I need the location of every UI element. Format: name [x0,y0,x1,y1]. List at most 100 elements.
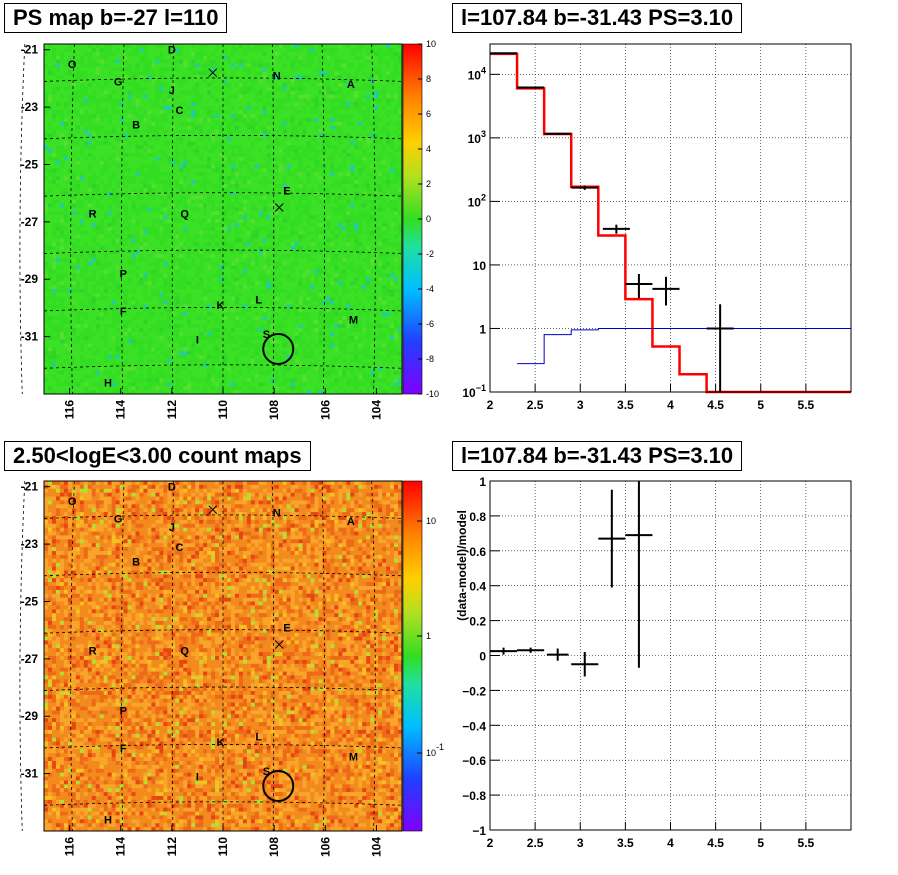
map-pixel [123,94,129,99]
map-pixel [159,102,164,107]
map-pixel [382,141,387,146]
map-pixel [334,254,339,259]
map-pixel [378,44,383,49]
map-pixel [131,125,136,131]
map-pixel [163,98,168,103]
map-pixel [219,219,224,224]
map-pixel [350,82,355,88]
map-pixel [306,230,312,236]
map-pixel [258,242,264,247]
map-pixel [306,199,312,204]
map-pixel [374,199,379,204]
map-pixel [215,71,220,76]
map-pixel [187,176,192,181]
map-pixel [326,149,331,154]
map-pixel [115,90,121,96]
map-pixel [310,172,315,177]
map-pixel [159,238,164,243]
map-pixel [135,129,140,134]
map-pixel [127,129,133,134]
map-pixel [191,110,196,115]
map-pixel [179,98,184,103]
map-pixel [67,172,73,177]
map-pixel [282,117,288,123]
map-pixel [119,250,125,255]
map-pixel [71,98,77,103]
map-pixel [87,195,93,201]
map-pixel [366,254,371,259]
map-pixel [159,110,164,115]
map-pixel [95,230,101,236]
map-pixel [187,59,192,64]
map-pixel [47,257,53,263]
map-pixel [386,180,391,185]
map-pixel [143,250,148,255]
map-pixel [254,86,260,92]
map-pixel [159,164,164,169]
map-pixel [238,222,244,228]
map-pixel [83,75,89,80]
map-pixel [215,242,220,247]
map-pixel [234,152,240,158]
map-pixel [87,47,93,53]
map-pixel [250,137,256,142]
map-pixel [366,207,371,212]
map-pixel [294,125,300,131]
map-pixel [278,121,284,127]
map-pixel [254,149,260,154]
map-pixel [195,184,200,189]
map-pixel [71,187,77,193]
map-pixel [270,222,276,228]
map-pixel [290,219,296,224]
map-pixel [67,257,73,263]
map-pixel [294,152,300,158]
map-pixel [103,114,109,119]
map-pixel [226,67,232,72]
map-pixel [147,172,152,177]
map-pixel [302,79,308,84]
map-pixel [151,160,156,166]
map-pixel [71,71,77,76]
map-pixel [386,242,391,247]
map-pixel [250,180,256,185]
map-pixel [63,121,69,127]
map-pixel [346,222,351,228]
map-pixel [282,211,288,216]
map-pixel [75,114,81,119]
map-pixel [318,44,323,49]
map-pixel [354,86,359,92]
map-pixel [179,149,184,154]
map-pixel [398,133,403,138]
map-pixel [382,168,387,173]
map-pixel [67,242,73,247]
map-pixel [226,226,232,232]
map-pixel [183,164,188,169]
map-pixel [119,219,125,224]
map-pixel [266,164,272,169]
map-pixel [187,203,192,208]
map-pixel [111,125,117,131]
map-pixel [219,47,224,53]
map-pixel [51,176,57,181]
map-pixel [55,141,61,146]
map-pixel [51,117,57,123]
map-pixel [354,51,359,57]
map-pixel [115,94,121,99]
map-pixel [63,230,69,236]
map-pixel [127,63,133,68]
map-pixel [215,215,220,220]
map-pixel [250,226,256,232]
map-pixel [274,125,280,131]
map-pixel [382,164,387,169]
map-pixel [298,86,304,92]
map-pixel [302,75,308,80]
map-pixel [151,211,156,216]
map-pixel [386,55,391,61]
map-pixel [286,164,292,169]
map-pixel [310,199,315,204]
map-pixel [282,187,288,193]
map-pixel [314,133,319,138]
map-pixel [171,191,176,197]
map-pixel [131,246,136,251]
map-pixel [79,242,85,247]
